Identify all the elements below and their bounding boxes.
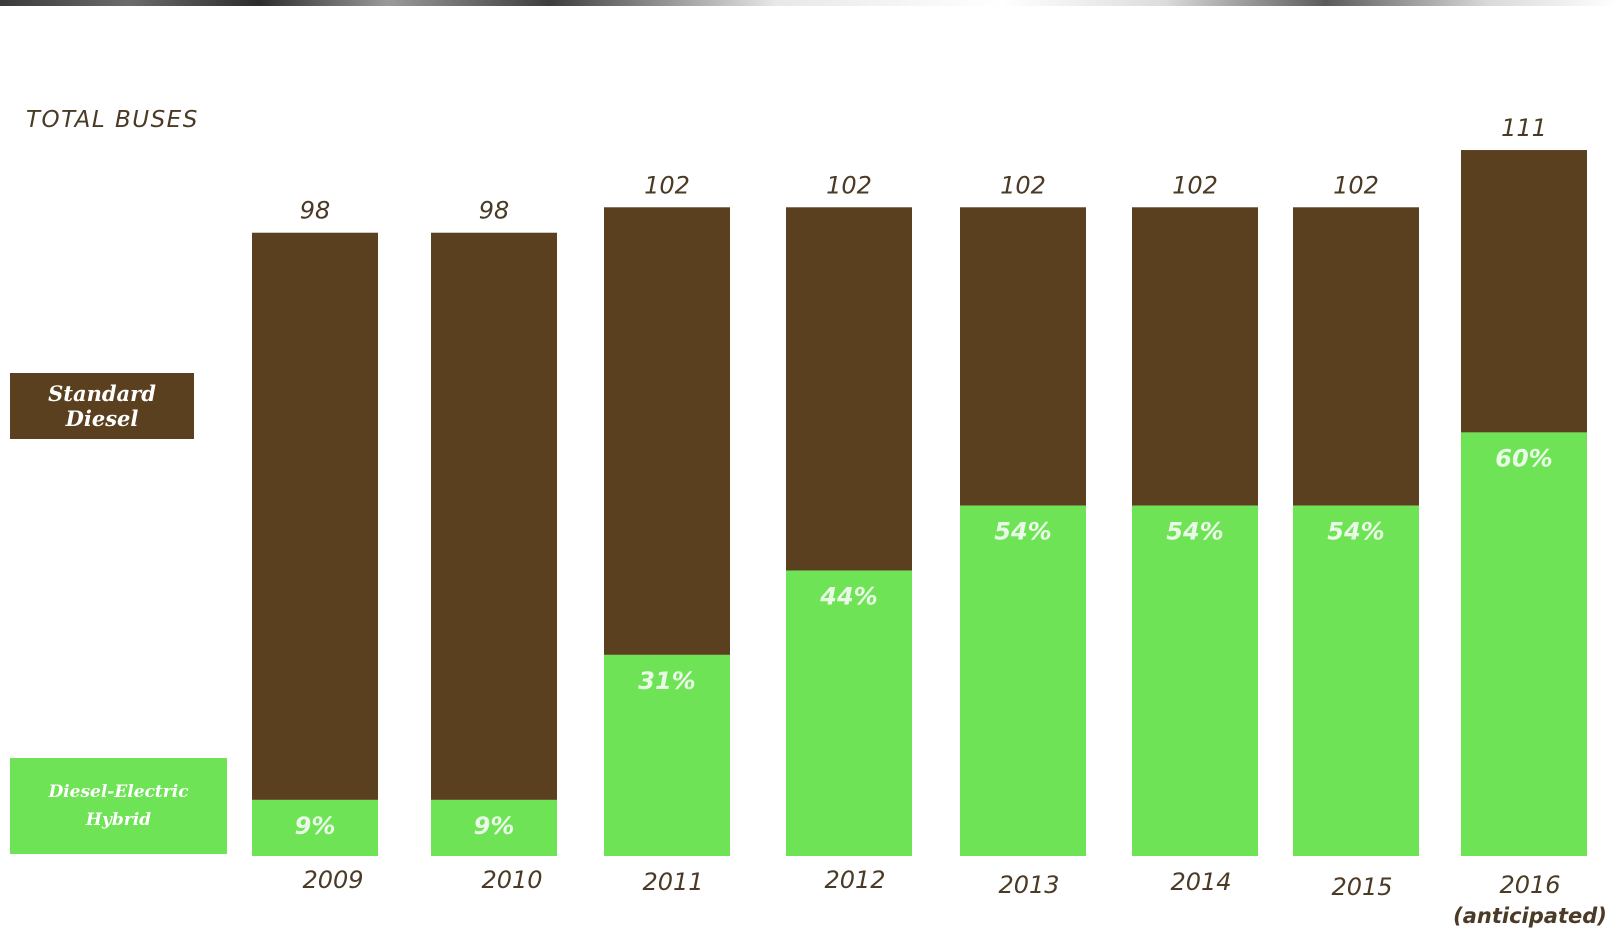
bar-hybrid (1132, 505, 1258, 856)
category-label: 2014 (1170, 868, 1231, 896)
total-value-label: 102 (644, 171, 690, 199)
total-value-label: 111 (1501, 114, 1547, 142)
bar-hybrid (1461, 432, 1587, 856)
hybrid-percent-label: 60% (1495, 444, 1552, 472)
bar-standard-diesel (604, 207, 730, 655)
total-buses-label: TOTAL BUSES (26, 107, 199, 133)
bar-standard-diesel (786, 207, 912, 571)
total-value-label: 98 (300, 197, 331, 225)
bar-standard-diesel (960, 207, 1086, 506)
legend-diesel-electric-hybrid: Diesel-Electric Hybrid (10, 758, 227, 854)
hybrid-percent-label: 31% (638, 667, 695, 695)
category-label: 2016 (anticipated) (1453, 871, 1607, 928)
bar-standard-diesel (252, 232, 378, 800)
category-label: 2009 (302, 866, 363, 894)
bar-standard-diesel (431, 232, 557, 800)
bar-standard-diesel (1293, 207, 1419, 506)
hybrid-percent-label: 9% (295, 812, 336, 840)
category-label: 2013 (998, 871, 1059, 899)
labels-group: 98 9% 2009 98 9% 2010 102 31% 2011 102 44% 2012 102 5… (295, 114, 1607, 928)
category-label: 2015 (1331, 873, 1392, 901)
bar-hybrid (252, 799, 378, 856)
bar-hybrid (604, 654, 730, 856)
hybrid-percent-label: 54% (1166, 518, 1223, 546)
decorative-top-strip (0, 0, 1617, 6)
total-value-label: 102 (1333, 171, 1379, 199)
bar-hybrid (431, 799, 557, 856)
total-value-label: 102 (1000, 171, 1046, 199)
total-value-label: 98 (479, 197, 510, 225)
total-value-label: 102 (1172, 171, 1218, 199)
bar-hybrid (786, 570, 912, 856)
hybrid-percent-label: 9% (474, 812, 515, 840)
category-label: 2011 (642, 868, 703, 896)
bar-standard-diesel (1132, 207, 1258, 506)
bar-standard-diesel (1461, 150, 1587, 433)
category-label: 2012 (824, 866, 885, 894)
bar-hybrid (960, 505, 1086, 856)
bar-hybrid (1293, 505, 1419, 856)
total-value-label: 102 (826, 171, 872, 199)
hybrid-percent-label: 44% (819, 583, 877, 611)
bars-group (252, 150, 1587, 856)
hybrid-percent-label: 54% (1327, 518, 1384, 546)
legend-standard-diesel: Standard Diesel (10, 373, 194, 439)
hybrid-percent-label: 54% (994, 518, 1051, 546)
category-label: 2010 (481, 866, 542, 894)
